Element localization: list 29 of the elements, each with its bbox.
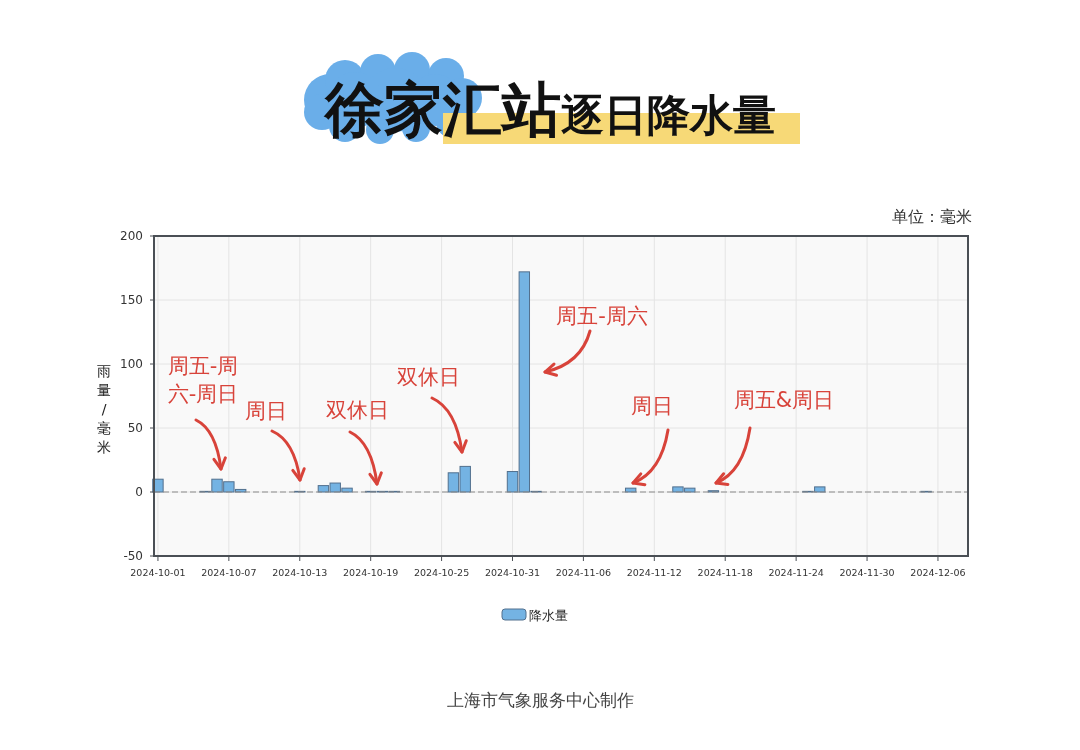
x-tick-label: 2024-10-19 [343, 567, 399, 578]
text: 上海市气象服务中心制作 [446, 690, 634, 710]
x-tick-label: 2024-11-06 [555, 567, 612, 578]
x-tick-label: 2024-11-18 [697, 567, 753, 578]
annotation: 双休日 [325, 398, 389, 422]
y-tick-label: 100 [120, 357, 143, 372]
annotation: 周五&周日 [733, 388, 835, 412]
annotation: 周五-周六-周日 [167, 354, 239, 406]
annotation: 双休日 [396, 365, 460, 389]
x-tick-label: 2024-11-30 [839, 567, 895, 578]
x-tick-label: 2024-12-06 [910, 567, 966, 578]
x-tick-label: 2024-10-31 [484, 567, 541, 578]
y-axis-title: 雨量/毫米 [97, 363, 111, 455]
y-tick-label: 150 [120, 293, 143, 308]
legend-label: 降水量 [529, 607, 568, 623]
x-tick-label: 2024-10-01 [130, 567, 186, 578]
annotation: 周日 [631, 394, 673, 418]
y-tick-label: -50 [123, 549, 143, 564]
x-tick-label: 2024-11-24 [768, 567, 824, 578]
y-tick-label: 50 [127, 421, 143, 436]
annotation: 周日 [245, 399, 287, 423]
x-tick-label: 2024-10-25 [413, 567, 470, 578]
x-tick-label: 2024-11-12 [626, 567, 682, 578]
y-tick-label: 200 [120, 229, 143, 244]
y-tick-label: 0 [135, 485, 143, 500]
x-tick-label: 2024-10-13 [272, 567, 328, 578]
x-tick-label: 2024-10-07 [201, 567, 257, 578]
annotation: 周五-周六 [556, 304, 648, 328]
text: 单位：毫米 [892, 207, 972, 226]
